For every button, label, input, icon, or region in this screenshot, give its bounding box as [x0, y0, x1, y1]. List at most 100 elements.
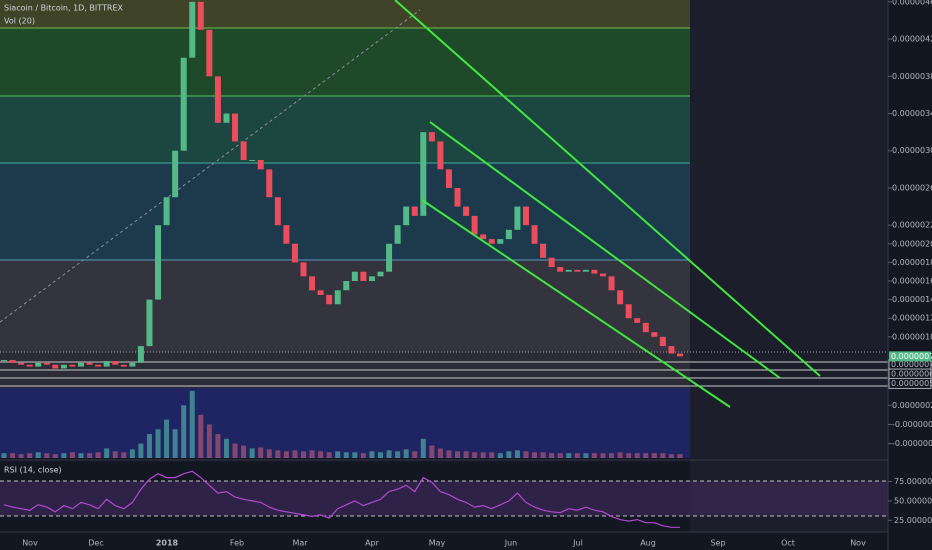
candle — [146, 299, 153, 347]
y-tick-label: 0.00000220 — [892, 221, 932, 230]
volume-bar — [583, 453, 589, 458]
candle — [351, 271, 358, 281]
candle — [206, 29, 213, 77]
candle — [411, 206, 418, 216]
candle — [565, 269, 572, 272]
y-tick-label: 0.00000160 — [892, 276, 932, 285]
volume-bar — [472, 452, 478, 458]
volume-bar — [232, 443, 238, 458]
x-tick-label: May — [429, 539, 446, 548]
candle — [155, 225, 162, 300]
volume-bar — [660, 453, 666, 458]
volume-bar — [249, 448, 255, 458]
candle — [172, 150, 179, 198]
volume-bar — [138, 443, 144, 458]
candle — [120, 364, 127, 367]
candle — [522, 206, 529, 226]
chart-title: Siacoin / Bitcoin, 1D, BITTREX — [4, 4, 124, 13]
last-price-label: 0.00000079 — [891, 352, 932, 361]
candle — [326, 294, 333, 305]
volume-bar — [121, 452, 127, 458]
volume-bar — [266, 449, 272, 458]
trend-channel — [394, 0, 821, 408]
candle — [300, 262, 307, 277]
volume-bar — [514, 450, 520, 458]
candle — [557, 267, 564, 272]
x-tick-label: Dec — [88, 539, 103, 548]
volume-band — [0, 388, 690, 458]
volume-bar — [412, 451, 418, 458]
candle — [471, 215, 478, 235]
volume-bar — [44, 453, 50, 458]
volume-bar — [549, 453, 555, 458]
volume-bar — [626, 453, 632, 458]
x-tick-label: Mar — [292, 539, 308, 548]
candle — [283, 225, 290, 244]
y-tick-label: 0.00000260 — [892, 183, 932, 192]
candle — [531, 225, 538, 244]
candle — [95, 364, 102, 367]
volume-bar — [489, 452, 495, 458]
candle — [360, 271, 367, 281]
x-tick-label: Nov — [850, 539, 866, 548]
volume-bar — [335, 451, 341, 458]
candle — [137, 346, 144, 363]
x-tick-label: Sep — [710, 539, 725, 548]
candle — [343, 280, 350, 291]
candle — [18, 362, 25, 365]
candle — [403, 206, 410, 226]
volume-bar — [283, 451, 289, 458]
volume-bar — [112, 451, 118, 458]
candle — [223, 113, 230, 123]
x-tick-label: Jul — [572, 539, 583, 548]
candle — [488, 239, 495, 244]
candle — [52, 364, 59, 369]
volume-bar — [506, 451, 512, 458]
volume-bar — [523, 451, 529, 458]
x-tick-label: Oct — [781, 539, 795, 548]
volume-bar — [275, 450, 281, 458]
volume-bar — [300, 451, 306, 458]
candle — [189, 1, 196, 58]
y-tick-label: 0.00000340 — [892, 109, 932, 118]
volume-bar — [360, 453, 366, 458]
volume-bar — [463, 451, 469, 458]
candle — [420, 132, 427, 216]
volume-bar — [369, 451, 375, 458]
y-tick-label: 0.00000100 — [892, 332, 932, 341]
volume-bar — [181, 405, 187, 458]
candle — [26, 364, 33, 367]
volume-label: Vol (20) — [4, 17, 35, 26]
y-tick-label: 0.00000140 — [892, 295, 932, 304]
candle — [163, 197, 170, 226]
level-box — [888, 377, 932, 389]
rsi-tick-label: 50.00000 — [894, 496, 932, 505]
volume-bar — [104, 448, 110, 458]
last-price-box — [889, 351, 931, 362]
candle — [463, 206, 470, 216]
candle — [540, 243, 547, 258]
volume-bar — [69, 452, 75, 458]
candle — [480, 234, 487, 240]
volume-bar — [532, 452, 538, 458]
volume-bar — [189, 390, 195, 458]
volume-bar — [343, 452, 349, 458]
volume-bar — [609, 453, 615, 458]
candle — [642, 322, 649, 333]
fib-band — [0, 0, 690, 28]
volume-bar — [566, 453, 572, 458]
fib-band — [0, 260, 690, 352]
fib-band — [0, 28, 690, 96]
candle — [505, 229, 512, 240]
candle — [274, 197, 281, 226]
fib-lines — [0, 27, 888, 387]
volume-bar — [326, 452, 332, 458]
candle — [548, 257, 555, 268]
volume-bar — [155, 429, 161, 458]
x-tick-label: Nov — [22, 539, 38, 548]
candle — [668, 346, 675, 354]
candle — [651, 332, 658, 337]
volume-bar — [378, 452, 384, 458]
candle — [317, 290, 324, 295]
